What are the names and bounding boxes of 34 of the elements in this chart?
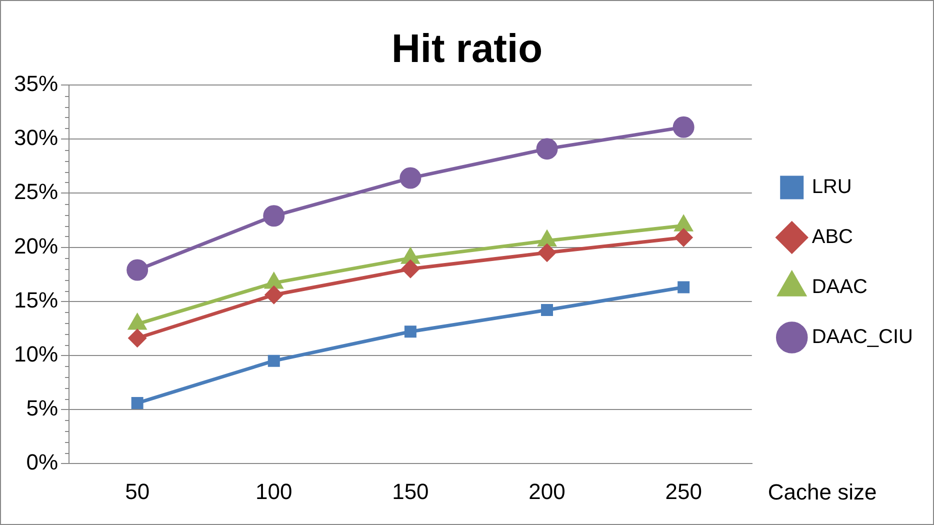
x-axis-title: Cache size: [768, 480, 877, 505]
point: [131, 397, 144, 410]
x-tick-label: 100: [256, 478, 292, 504]
y-tick-label: 35%: [14, 71, 58, 96]
point: [263, 205, 285, 227]
legend-label: ABC: [812, 226, 853, 248]
point: [672, 116, 694, 138]
y-tick-label: 10%: [14, 341, 58, 366]
y-tick-label: 5%: [26, 396, 58, 421]
point: [536, 138, 558, 160]
legend-label: DAAC: [812, 276, 868, 298]
x-tick-label: 250: [665, 478, 702, 504]
y-tick-label: 25%: [14, 179, 58, 204]
point: [674, 228, 692, 246]
y-tick-label: 30%: [14, 125, 58, 150]
point: [400, 167, 422, 189]
point: [538, 244, 556, 262]
point: [402, 260, 420, 278]
point: [541, 304, 554, 316]
y-tick-label: 15%: [14, 287, 58, 312]
x-tick-label: 50: [125, 478, 150, 504]
x-tick-label: 150: [392, 478, 429, 504]
y-tick-label: 0%: [26, 450, 58, 475]
point: [404, 326, 416, 338]
point: [265, 286, 283, 304]
point: [126, 259, 148, 281]
chart-title: Hit ratio: [391, 27, 543, 72]
point: [678, 281, 690, 294]
point: [268, 354, 280, 367]
y-tick-label: 20%: [14, 233, 58, 258]
point: [128, 329, 146, 347]
legend-label: DAAC_CIU: [812, 326, 914, 348]
legend-label: LRU: [812, 176, 852, 198]
x-tick-label: 200: [528, 478, 566, 504]
